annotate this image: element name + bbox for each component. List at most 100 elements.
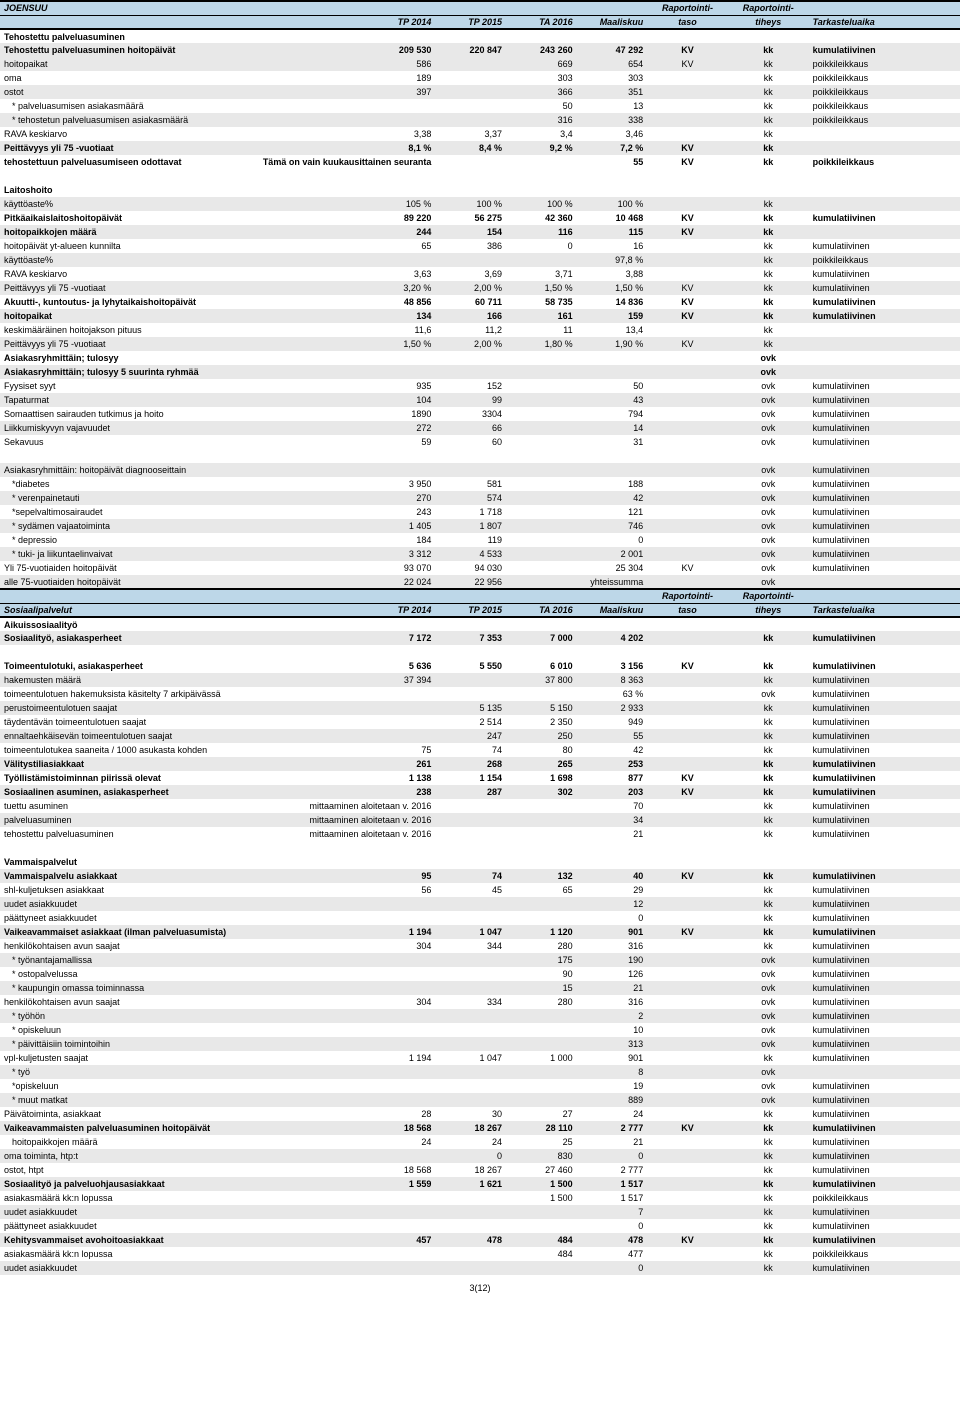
cell [647, 463, 728, 477]
cell [506, 1205, 577, 1219]
cell: 11,2 [435, 323, 506, 337]
cell: 65 [506, 883, 577, 897]
cell: 280 [506, 939, 577, 953]
cell: kumulatiivinen [809, 519, 960, 533]
cell: kumulatiivinen [809, 1205, 960, 1219]
cell: 119 [435, 533, 506, 547]
cell: 2 777 [577, 1121, 648, 1135]
cell: 31 [577, 435, 648, 449]
cell: 2 001 [577, 547, 648, 561]
cell: päättyneet asiakkuudet [0, 911, 257, 925]
cell [257, 701, 435, 715]
cell: kk [728, 631, 809, 645]
cell: kumulatiivinen [809, 1163, 960, 1177]
cell: 115 [577, 225, 648, 239]
cell [647, 631, 728, 645]
cell: 184 [257, 533, 435, 547]
cell: * tehostetun palveluasumisen asiakasmäär… [0, 113, 257, 127]
cell [809, 575, 960, 589]
cell: 901 [577, 1051, 648, 1065]
cell: 1 500 [506, 1177, 577, 1191]
cell: 152 [435, 379, 506, 393]
cell: kk [728, 715, 809, 729]
cell: ovk [728, 995, 809, 1009]
cell: 1 194 [257, 925, 435, 939]
cell: poikkileikkaus [809, 99, 960, 113]
cell: 243 [257, 505, 435, 519]
cell: KV [647, 295, 728, 309]
cell: RAVA keskiarvo [0, 267, 257, 281]
cell: kk [728, 1135, 809, 1149]
cell: Vaikeavammaisten palveluasuminen hoitopä… [0, 1121, 257, 1135]
cell: 21 [577, 1135, 648, 1149]
cell: Liikkumiskyvyn vajavuudet [0, 421, 257, 435]
cell: 1 194 [257, 1051, 435, 1065]
cell [435, 1205, 506, 1219]
cell: ovk [728, 561, 809, 575]
cell: 8 363 [577, 673, 648, 687]
cell: KV [647, 281, 728, 295]
cell: kumulatiivinen [809, 771, 960, 785]
cell: Yli 75-vuotiaiden hoitopäivät [0, 561, 257, 575]
cell: perustoimeentulotuen saajat [0, 701, 257, 715]
cell: 316 [506, 113, 577, 127]
cell: 3,63 [257, 267, 435, 281]
cell: * ostopalvelussa [0, 967, 257, 981]
cell [647, 267, 728, 281]
cell: 247 [435, 729, 506, 743]
cell: kk [728, 911, 809, 925]
cell [647, 533, 728, 547]
cell [506, 645, 577, 659]
cell: 75 [257, 743, 435, 757]
cell: 386 [435, 239, 506, 253]
cell: * työ [0, 1065, 257, 1079]
cell: ovk [728, 1093, 809, 1107]
cell [506, 813, 577, 827]
cell [647, 1191, 728, 1205]
cell: 2,00 % [435, 337, 506, 351]
cell: kumulatiivinen [809, 533, 960, 547]
cell [647, 1205, 728, 1219]
cell [647, 757, 728, 771]
cell: 3,69 [435, 267, 506, 281]
cell [435, 71, 506, 85]
cell: 7,2 % [577, 141, 648, 155]
cell: 18 568 [257, 1163, 435, 1177]
cell: kk [728, 267, 809, 281]
cell: 261 [257, 757, 435, 771]
cell: Työllistämistoiminnan piirissä olevat [0, 771, 257, 785]
cell: kk [728, 883, 809, 897]
cell: toimeentulotuen hakemuksista käsitelty 7… [0, 687, 257, 701]
cell: kumulatiivinen [809, 659, 960, 673]
cell: kumulatiivinen [809, 491, 960, 505]
cell [257, 897, 435, 911]
cell: 18 267 [435, 1121, 506, 1135]
cell [435, 1079, 506, 1093]
cell [647, 1163, 728, 1177]
cell [435, 911, 506, 925]
cell: 2 933 [577, 701, 648, 715]
cell: 209 530 [257, 43, 435, 57]
cell: hoitopäivät yt-alueen kunnilta [0, 239, 257, 253]
cell [647, 351, 728, 365]
cell: ovk [728, 365, 809, 379]
cell: kk [728, 1149, 809, 1163]
cell: 7 [577, 1205, 648, 1219]
cell [809, 365, 960, 379]
cell: kk [728, 141, 809, 155]
cell: 5 550 [435, 659, 506, 673]
cell [728, 645, 809, 659]
cell: 0 [435, 1149, 506, 1163]
cell [647, 981, 728, 995]
cell: 50 [506, 99, 577, 113]
page-number: 3(12) [0, 1275, 960, 1301]
cell: kumulatiivinen [809, 463, 960, 477]
cell: 2 514 [435, 715, 506, 729]
cell [506, 491, 577, 505]
cell: kk [728, 827, 809, 841]
cell: Sosiaalinen asuminen, asiakasperheet [0, 785, 257, 799]
cell: 40 [577, 869, 648, 883]
cell: 304 [257, 995, 435, 1009]
cell: 27 460 [506, 1163, 577, 1177]
cell: 10 468 [577, 211, 648, 225]
